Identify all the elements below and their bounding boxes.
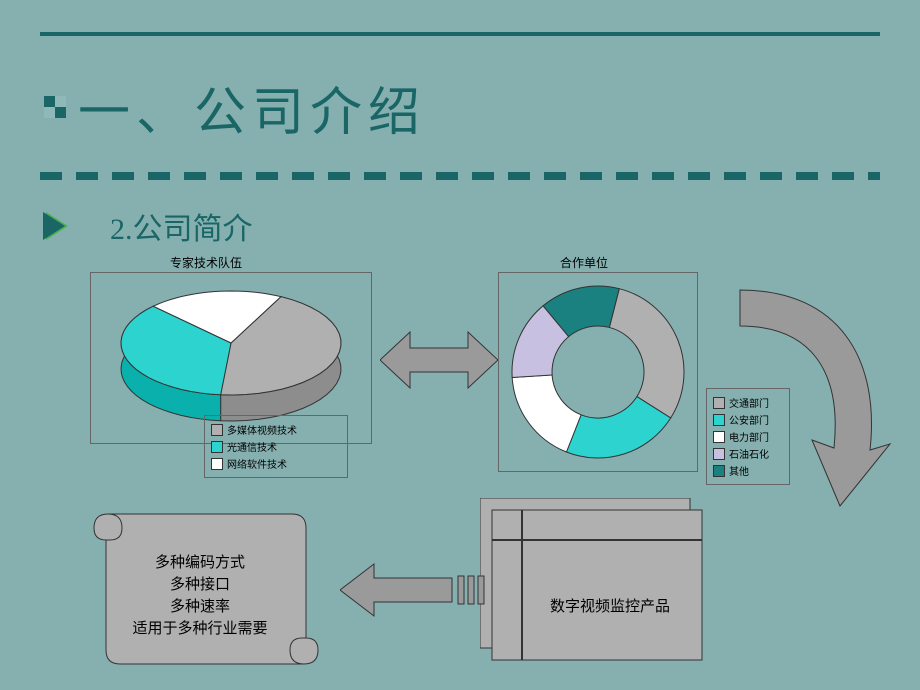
product-box [480,498,710,668]
title-bullet-icon [44,96,66,118]
donut-chart [499,273,697,471]
pie1-title: 专家技术队伍 [170,254,242,271]
product-label: 数字视频监控产品 [520,595,700,616]
page-title: 一、公司介绍 [78,70,426,145]
scroll-text: 多种编码方式多种接口多种速率适用于多种行业需要 [100,552,300,640]
donut-box [498,272,698,472]
top-rule [40,32,880,36]
subtitle-arrow-icon [46,212,68,240]
curved-arrow-icon [700,280,900,530]
dashed-rule [40,172,880,180]
pie1-legend: 多媒体视频技术光通信技术网络软件技术 [204,415,348,478]
left-arrow-icon [340,560,490,620]
subtitle: 2.公司简介 [110,204,253,248]
donut-title: 合作单位 [560,254,608,271]
double-arrow-icon [380,320,498,400]
